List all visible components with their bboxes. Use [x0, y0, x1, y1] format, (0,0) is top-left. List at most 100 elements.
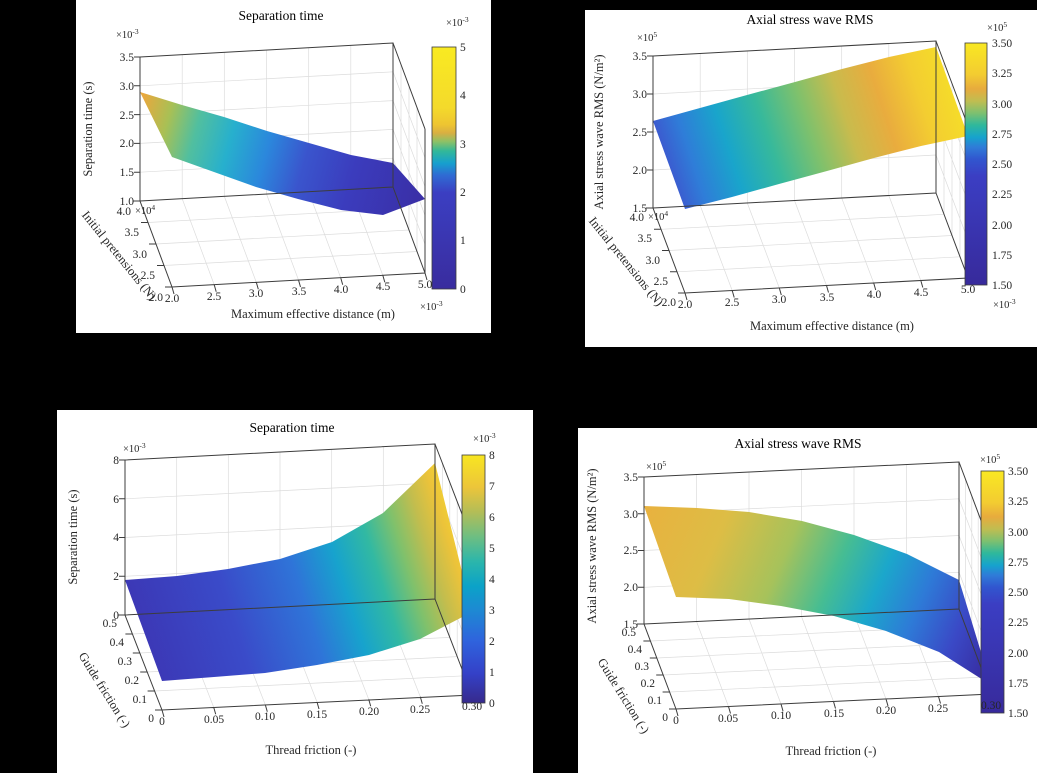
x-tick: 0.15 [824, 708, 844, 720]
exp-base: ×10 [123, 444, 139, 455]
x-tick: 2.5 [207, 291, 222, 303]
z-tick: 1.0 [120, 196, 135, 208]
colorbar-tick: 5 [460, 42, 466, 54]
colorbar-tick: 3.50 [992, 38, 1012, 50]
y-tick: 0.2 [641, 678, 656, 690]
x-tick: 0 [673, 715, 679, 727]
colorbar-tick: 6 [489, 512, 495, 524]
colorbar-tick: 0 [460, 284, 466, 296]
colorbar-tick: 0 [489, 698, 495, 710]
y-tick: 3.5 [125, 227, 140, 239]
x-tick: 2.0 [165, 293, 180, 305]
colorbar-tick: 2 [489, 636, 495, 648]
x-tick: 0.30 [981, 700, 1001, 712]
x-tick: 4.0 [867, 289, 882, 301]
z-axis-label: Axial stress wave RMS (N/m²) [592, 54, 606, 209]
colorbar-tick: 4 [460, 90, 466, 102]
colorbar-tick: 1.75 [1008, 678, 1028, 690]
colorbar-exponent: ×10-3 [473, 431, 496, 445]
y-tick: 0 [662, 712, 668, 724]
y-tick: 2.5 [141, 270, 156, 282]
z-tick: 3.0 [624, 509, 639, 521]
surface-plot-a: Separation time ×10-3 3.5 3.0 2.5 2.0 1.… [79, 8, 469, 321]
plot-title: Axial stress wave RMS [734, 436, 861, 451]
colorbar-tick: 2 [460, 187, 466, 199]
y-axis-exponent: ×104 [648, 209, 668, 223]
z-axis-exponent: ×10-3 [116, 27, 139, 41]
exp-base: ×10 [135, 206, 151, 217]
exp-base: ×10 [980, 455, 996, 466]
y-tick: 0.1 [648, 695, 663, 707]
panel-separation-time-vs-distance: Separation time ×10-3 3.5 3.0 2.5 2.0 1.… [76, 0, 491, 333]
surface-ribbon [140, 92, 425, 215]
y-tick: 3.5 [638, 233, 653, 245]
x-tick: 0 [159, 716, 165, 728]
y-tick: 2.0 [662, 297, 677, 309]
z-tick: 2.0 [624, 582, 639, 594]
colorbar-tick: 3.25 [992, 68, 1012, 80]
z-tick: 1.5 [120, 167, 135, 179]
colorbar-exponent: ×10-3 [446, 15, 469, 29]
z-tick: 3.0 [120, 81, 135, 93]
x-tick: 2.5 [725, 297, 740, 309]
x-tick: 0.20 [876, 705, 896, 717]
z-tick: 3.5 [633, 51, 648, 63]
x-axis-exponent: ×10-3 [993, 297, 1016, 311]
colorbar-tick: 3 [489, 605, 495, 617]
z-tick: 8 [113, 455, 119, 467]
exp-sup: -3 [489, 431, 495, 440]
y-tick: 0 [148, 713, 154, 725]
z-tick: 2.5 [120, 110, 135, 122]
exp-base: ×10 [420, 302, 436, 313]
exp-sup: 5 [996, 452, 1000, 461]
x-tick: 2.0 [678, 299, 693, 311]
colorbar-tick: 3.00 [992, 99, 1012, 111]
exp-sup: 4 [664, 209, 668, 218]
z-tick: 3.5 [624, 472, 639, 484]
x-tick: 3.5 [820, 292, 835, 304]
colorbar-tick: 5 [489, 543, 495, 555]
colorbar-tick: 7 [489, 481, 495, 493]
exp-sup: -3 [462, 15, 468, 24]
x-axis-label: Thread friction (-) [266, 743, 357, 757]
x-tick: 0.10 [771, 710, 791, 722]
exp-sup: 5 [1003, 20, 1007, 29]
colorbar-tick: 2.50 [1008, 587, 1028, 599]
z-tick: 3.0 [633, 89, 648, 101]
exp-base: ×10 [993, 300, 1009, 311]
y-tick: 0.1 [133, 694, 148, 706]
colorbar-gradient [431, 46, 457, 290]
exp-sup: 5 [653, 30, 657, 39]
x-tick: 0.05 [718, 713, 738, 725]
panel-stress-rms-vs-friction: Axial stress wave RMS ×105 3.5 3.0 2.5 2… [578, 428, 1037, 773]
x-tick: 4.5 [376, 281, 391, 293]
axes-box [646, 40, 971, 301]
y-tick: 4.0 [117, 206, 132, 218]
y-tick: 0.2 [125, 675, 140, 687]
x-tick: 0.20 [359, 706, 379, 718]
axes-box [133, 42, 428, 295]
x-tick: 0.25 [410, 704, 430, 716]
y-tick: 2.0 [149, 292, 164, 304]
axes-box [118, 443, 475, 718]
y-tick: 2.5 [654, 276, 669, 288]
x-axis-label: Maximum effective distance (m) [750, 319, 914, 333]
axes-box [637, 461, 994, 717]
colorbar-tick: 1 [489, 667, 495, 679]
exp-base: ×10 [446, 18, 462, 29]
y-tick: 3.0 [133, 249, 148, 261]
plot-title: Axial stress wave RMS [746, 12, 873, 27]
surface-ribbon [644, 506, 991, 685]
colorbar-tick: 3.50 [1008, 466, 1028, 478]
exp-base: ×10 [637, 33, 653, 44]
exp-sup: -3 [1009, 297, 1015, 306]
z-tick: 0 [113, 610, 119, 622]
plot-title: Separation time [238, 8, 323, 23]
x-tick: 4.5 [914, 287, 929, 299]
z-tick: 3.5 [120, 52, 135, 64]
colorbar-tick: 2.00 [992, 220, 1012, 232]
exp-base: ×10 [646, 462, 662, 473]
x-tick: 4.0 [334, 284, 349, 296]
surface-plot-b: Axial stress wave RMS ×105 3.5 3.0 2.5 2… [586, 12, 1016, 333]
